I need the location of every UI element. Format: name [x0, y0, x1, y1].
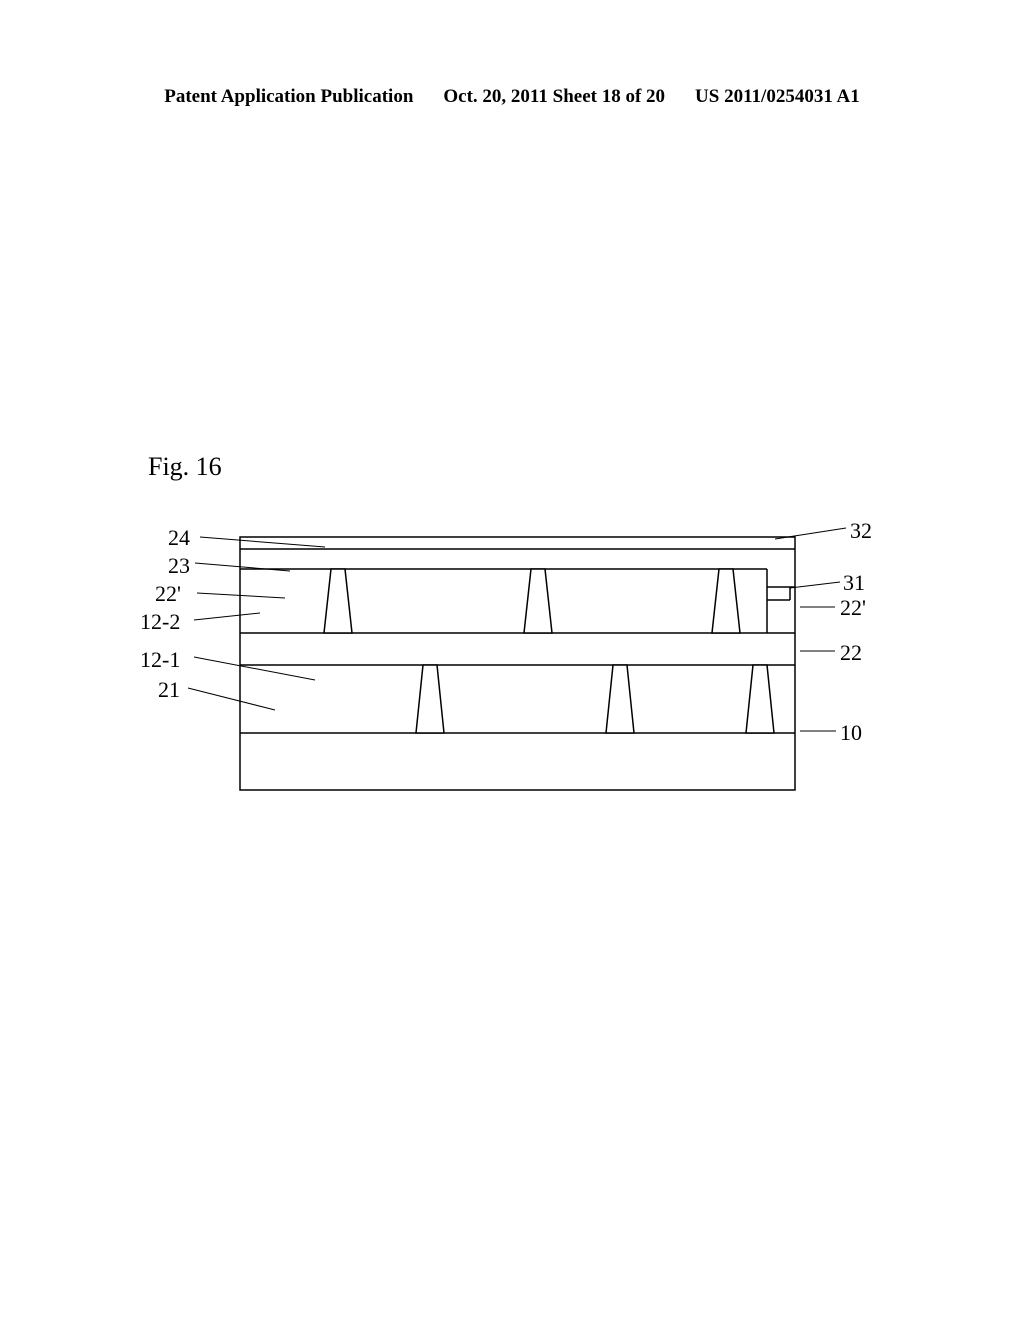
diagram-svg [140, 525, 890, 825]
ref-label: 24 [168, 525, 190, 551]
header-left-text: Patent Application Publication [164, 86, 413, 108]
figure-caption: Fig. 16 [148, 452, 222, 482]
ref-label: 22' [155, 581, 181, 607]
ref-label: 12-1 [140, 647, 180, 673]
header-center-text: Oct. 20, 2011 Sheet 18 of 20 [443, 86, 665, 108]
ref-label: 22 [840, 640, 862, 666]
ref-label: 31 [843, 570, 865, 596]
ref-label: 12-2 [140, 609, 180, 635]
ref-label: 32 [850, 518, 872, 544]
ref-label: 23 [168, 553, 190, 579]
header-right-text: US 2011/0254031 A1 [695, 86, 860, 108]
ref-label: 10 [840, 720, 862, 746]
ref-label: 22' [840, 595, 866, 621]
ref-label: 21 [158, 677, 180, 703]
patent-header: Patent Application Publication Oct. 20, … [0, 86, 1024, 108]
figure-diagram: 242322'12-212-121323122'2210 [140, 525, 890, 825]
